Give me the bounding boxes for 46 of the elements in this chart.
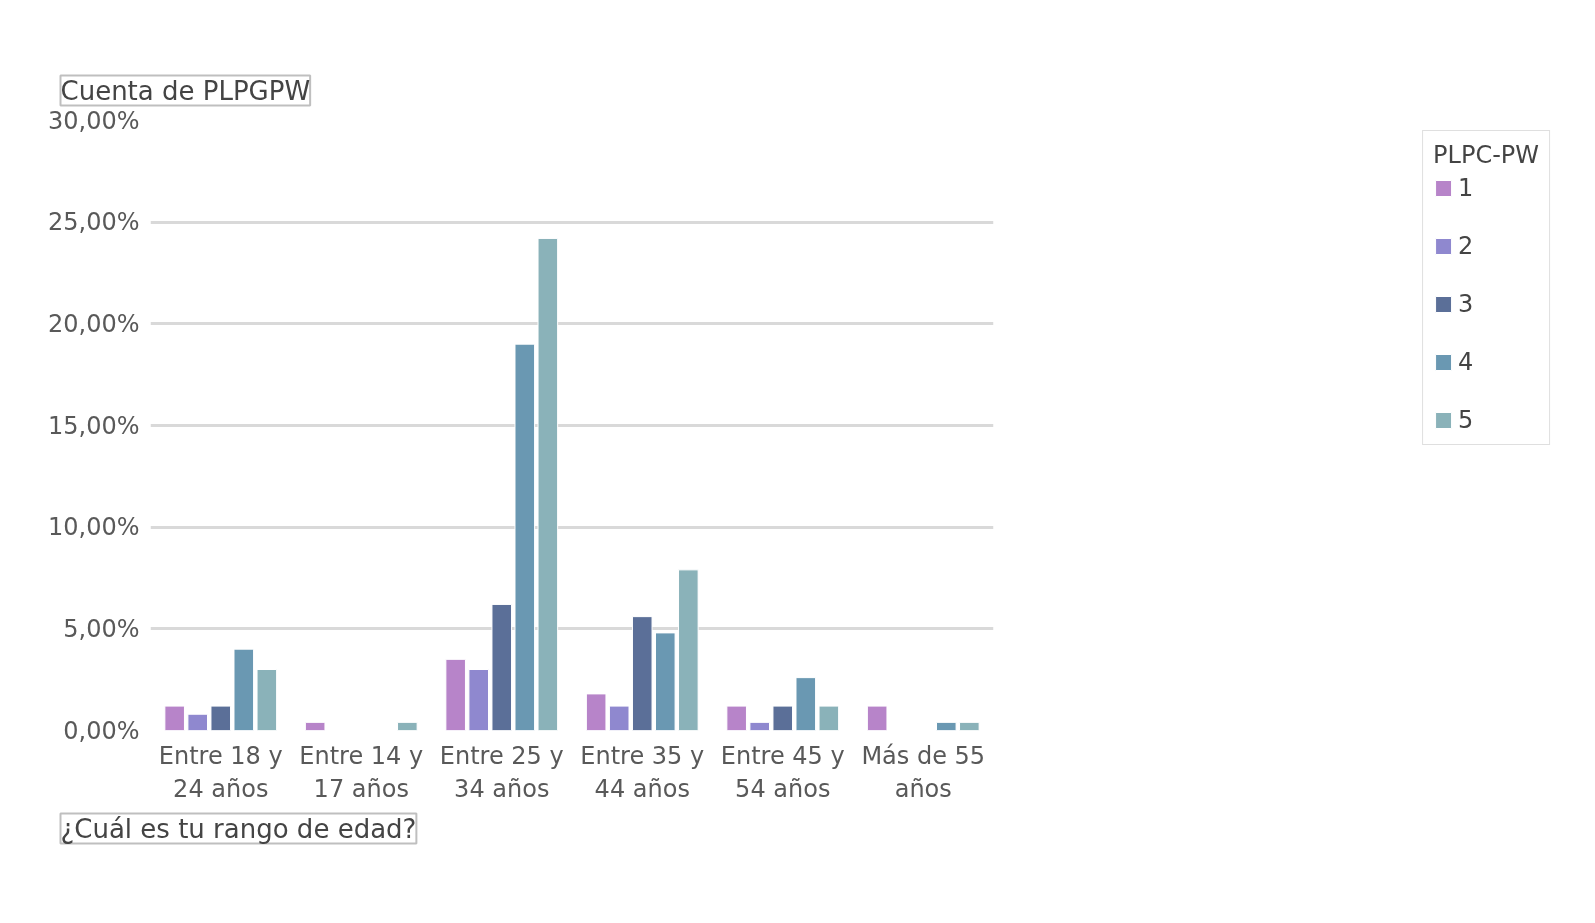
bar: [468, 669, 489, 731]
x-tick-label: Más de 55 años: [861, 741, 986, 804]
legend-label: 2: [1458, 232, 1475, 260]
bar: [445, 658, 466, 731]
y-tick-label: 20,00%: [47, 309, 140, 338]
legend-title: PLPC-PW: [1433, 141, 1539, 169]
bar: [959, 721, 980, 731]
bar: [866, 705, 888, 731]
y-tick-label: 10,00%: [47, 513, 140, 542]
bar: [256, 669, 278, 731]
x-tick-label: Entre 18 y 24 años: [158, 741, 283, 804]
x-tick-label: Entre 45 y 54 años: [720, 741, 845, 804]
bar: [210, 705, 232, 731]
y-tick-label: 25,00%: [47, 208, 140, 237]
bar: [749, 721, 770, 731]
bar: [304, 721, 326, 731]
bar: [187, 713, 208, 731]
bar: [608, 705, 630, 731]
x-tick-label: Entre 14 y 17 años: [299, 741, 424, 804]
y-tick-label: 5,00%: [63, 614, 140, 643]
bar: [678, 569, 699, 731]
bar: [631, 616, 653, 731]
bar: [397, 721, 418, 731]
bar: [233, 648, 255, 731]
bar: [514, 343, 536, 731]
text: ¿Cuál es tu rango de edad?: [60, 813, 417, 844]
bar: [726, 705, 747, 731]
bar: [818, 705, 840, 731]
legend-label: 3: [1458, 290, 1475, 318]
legend-label: 1: [1458, 174, 1475, 202]
y-tick-label: 30,00%: [47, 106, 140, 135]
legend-label: 4: [1458, 348, 1475, 376]
bar: [164, 705, 185, 731]
y-tick-label: 15,00%: [47, 411, 140, 440]
bar: [655, 632, 676, 731]
bar: [491, 603, 513, 731]
x-tick-label: Entre 35 y 44 años: [580, 741, 705, 804]
legend-label: 5: [1458, 406, 1475, 434]
bar: [772, 705, 794, 731]
y-tick-label: 0,00%: [63, 716, 140, 745]
bar: [585, 693, 607, 731]
bar: [795, 677, 817, 731]
chart-title: Cuenta de PLPGPW: [60, 75, 311, 106]
x-tick-label: Entre 25 y 34 años: [439, 741, 564, 804]
bar: [936, 721, 957, 731]
bar: [537, 237, 559, 731]
